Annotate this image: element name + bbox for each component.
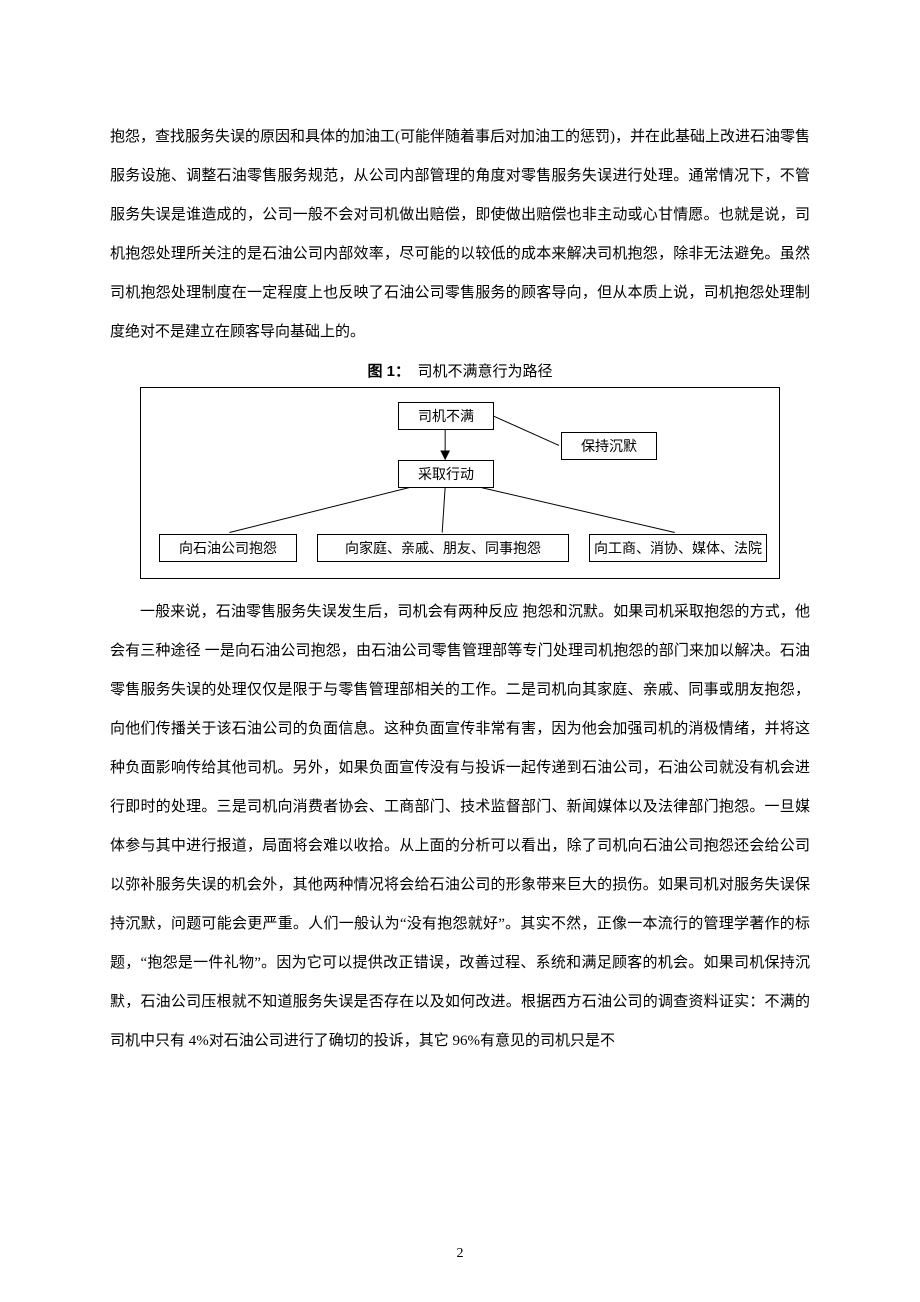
figure-flowchart: 司机不满保持沉默采取行动向石油公司抱怨向家庭、亲戚、朋友、同事抱怨向工商、消协、…	[140, 387, 780, 579]
figure-label: 图 1：	[367, 363, 402, 380]
flowchart-edge-1	[493, 416, 559, 446]
flowchart-node-to_family: 向家庭、亲戚、朋友、同事抱怨	[317, 534, 569, 562]
figure-flowchart-wrap: 司机不满保持沉默采取行动向石油公司抱怨向家庭、亲戚、朋友、同事抱怨向工商、消协、…	[140, 387, 780, 579]
flowchart-node-dissatisfied: 司机不满	[398, 402, 494, 430]
document-page: 抱怨，查找服务失误的原因和具体的加油工(可能伴随着事后对加油工的惩罚)，并在此基…	[0, 0, 920, 1302]
paragraph-bottom: 一般来说，石油零售服务失误发生后，司机会有两种反应 抱怨和沉默。如果司机采取抱怨…	[110, 593, 810, 1061]
flowchart-edge-4	[479, 487, 675, 533]
flowchart-edge-2	[229, 487, 411, 533]
figure-caption: 图 1： 司机不满意行为路径	[110, 360, 810, 381]
flowchart-node-to_company: 向石油公司抱怨	[159, 534, 297, 562]
paragraph-top: 抱怨，查找服务失误的原因和具体的加油工(可能伴随着事后对加油工的惩罚)，并在此基…	[110, 118, 810, 352]
figure-title-text: 司机不满意行为路径	[403, 364, 553, 380]
flowchart-node-take_action: 采取行动	[398, 460, 494, 488]
flowchart-edge-3	[442, 487, 445, 533]
page-number: 2	[0, 1246, 920, 1262]
flowchart-node-silent: 保持沉默	[561, 432, 657, 460]
flowchart-node-to_third: 向工商、消协、媒体、法院	[589, 534, 767, 562]
